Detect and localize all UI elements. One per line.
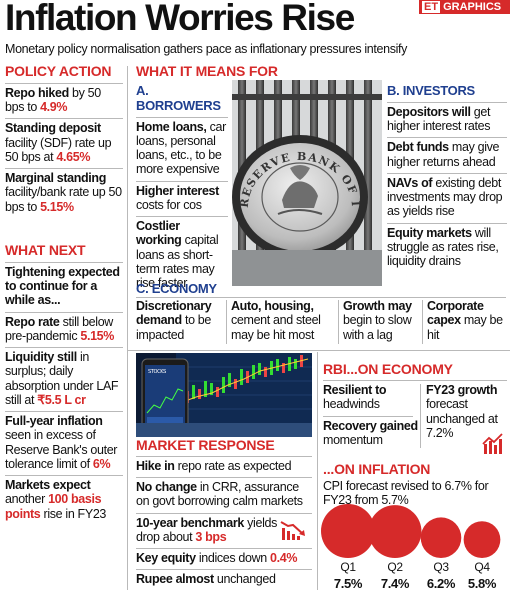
value-label: 7.4% [381, 576, 410, 591]
what-next-section: WHAT NEXT Tightening expected to continu… [5, 242, 123, 521]
investors-item: Depositors will get higher interest rate… [387, 104, 491, 134]
market-item: Hike in repo rate as expected [136, 458, 292, 473]
graphics-label: GRAPHICS [443, 1, 502, 13]
stock-screen-svg: STOCKS [136, 353, 312, 437]
economy-item: Discretionary demand to be impacted [136, 299, 212, 342]
what-next-item: Tightening expected to continue for a wh… [5, 264, 120, 308]
investors-heading: B. INVESTORS [387, 83, 475, 98]
et-logo: ET [422, 1, 441, 13]
rbi-economy-item: Recovery gained momentum [323, 419, 418, 448]
what-next-item: Markets expect another 100 basis points … [5, 478, 107, 521]
stock-market-photo: STOCKS [136, 353, 312, 437]
investors-item: NAVs of existing debt investments may dr… [387, 175, 503, 219]
rbi-growth-forecast: FY23 growth forecast unchanged at 7.2% [426, 383, 498, 440]
borrowers-item: Costlier working capital loans as short-… [136, 219, 219, 291]
investors-item: Equity markets will struggle as rates ri… [387, 225, 499, 269]
bottom-column-divider [317, 352, 318, 590]
what-next-item: Full-year inflation seen in excess of Re… [5, 414, 118, 471]
economy-item: Auto, housing, cement and steel may be h… [231, 299, 321, 342]
economy-item: Corporate capex may be hit [427, 299, 503, 342]
market-response-heading: MARKET RESPONSE [136, 437, 275, 453]
borrowers-item: Home loans, car loans, personal loans, e… [136, 119, 226, 177]
bubble-q2 [368, 505, 422, 558]
borrowers-heading: A. BORROWERS [136, 83, 221, 113]
on-inflation-heading: ...ON INFLATION [323, 461, 431, 477]
what-next-item: Repo rate still below pre-pandemic 5.15% [5, 314, 115, 343]
economy-heading: C. ECONOMY [136, 281, 217, 296]
policy-action-heading: POLICY ACTION [5, 63, 112, 79]
et-graphics-badge: ET GRAPHICS [419, 0, 510, 14]
page-title: Inflation Worries Rise [5, 0, 355, 38]
market-item: 10-year benchmark yields drop about 3 bp… [136, 515, 277, 544]
investors-item: Debt funds may give higher returns ahead [387, 140, 500, 169]
borrowers-section: A. BORROWERS Home loans, car loans, pers… [136, 83, 228, 291]
value-label: 6.2% [427, 576, 456, 591]
quarter-label: Q2 [387, 560, 403, 574]
section-divider [128, 350, 510, 351]
inflation-bubble-chart: Q1 7.5% Q2 7.4% Q3 6.2% Q4 5.8% [321, 504, 501, 591]
rbi-gate-svg: RESERVE BANK OF INDIA [232, 80, 382, 286]
bubble-q3 [420, 517, 462, 558]
quarter-label: Q1 [340, 560, 356, 574]
policy-item: Repo hiked by 50 bps to 4.9% [5, 85, 101, 115]
rbi-building-photo: RESERVE BANK OF INDIA [232, 80, 382, 286]
market-item: Key equity indices down 0.4% [136, 551, 298, 566]
stocks-screen-label: STOCKS [148, 369, 166, 375]
quarter-label: Q3 [433, 560, 449, 574]
market-item: No change in CRR, assurance on govt borr… [136, 480, 303, 509]
bubble-q4 [463, 521, 501, 558]
market-response-section: MARKET RESPONSE Hike in repo rate as exp… [136, 437, 312, 587]
policy-item: Standing deposit facility (SDF) rate up … [5, 121, 112, 164]
policy-item: Marginal standing facility/bank rate up … [5, 171, 122, 214]
rising-chart-icon [482, 433, 503, 454]
falling-chart-icon [280, 521, 305, 540]
policy-action-section: POLICY ACTION Repo hiked by 50 bps to 4.… [5, 63, 123, 214]
on-inflation-text: CPI forecast revised to 6.7% for FY23 fr… [323, 479, 489, 508]
economy-item: Growth may begin to slow with a lag [343, 299, 412, 342]
page-subtitle: Monetary policy normalisation gathers pa… [5, 42, 408, 56]
bubble-q1 [321, 504, 375, 558]
rbi-economy-item: Resilient to headwinds [323, 383, 387, 412]
borrowers-item: Higher interest costs for cos [136, 183, 219, 212]
what-it-means-heading: WHAT IT MEANS FOR [136, 63, 278, 79]
value-label: 5.8% [468, 576, 497, 591]
what-next-heading: WHAT NEXT [5, 242, 86, 258]
rbi-economy-heading: RBI...ON ECONOMY [323, 361, 453, 377]
investors-section: B. INVESTORS Depositors will get higher … [387, 83, 507, 269]
what-next-item: Liquidity still in surplus; daily absorp… [5, 350, 119, 407]
market-item: Rupee almost unchanged [136, 572, 276, 587]
column-divider [127, 66, 128, 590]
value-label: 7.5% [334, 576, 363, 591]
quarter-label: Q4 [474, 560, 490, 574]
